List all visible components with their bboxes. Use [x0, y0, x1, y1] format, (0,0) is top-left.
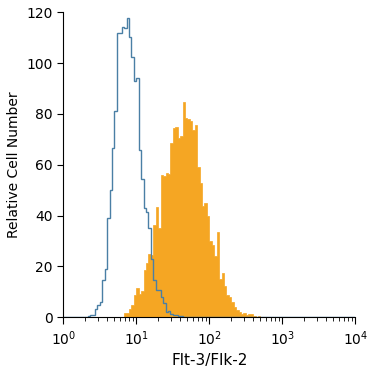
- X-axis label: Flt-3/Flk-2: Flt-3/Flk-2: [171, 353, 248, 368]
- Y-axis label: Relative Cell Number: Relative Cell Number: [7, 92, 21, 238]
